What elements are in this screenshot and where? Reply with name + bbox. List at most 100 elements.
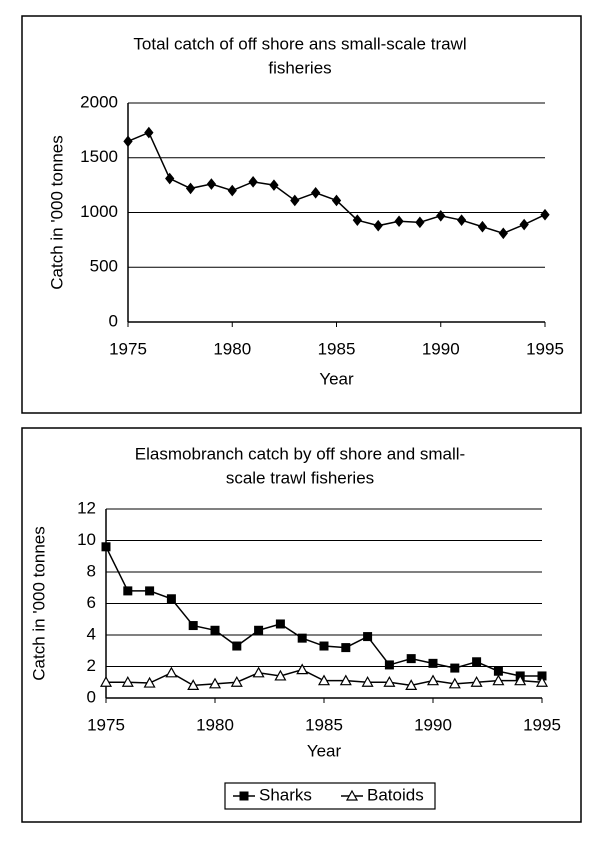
marker <box>341 643 351 653</box>
marker <box>123 586 133 596</box>
marker <box>232 641 242 651</box>
marker <box>472 657 482 667</box>
y-axis-label: Catch in '000 tonnes <box>47 135 66 289</box>
marker <box>274 669 287 681</box>
marker <box>144 126 154 139</box>
marker <box>317 674 331 686</box>
marker <box>319 641 329 651</box>
marker <box>101 542 111 552</box>
marker <box>208 677 222 689</box>
marker <box>470 676 483 687</box>
marker <box>426 674 440 686</box>
marker <box>540 208 550 221</box>
x-tick-label: 1995 <box>526 339 564 358</box>
series-line <box>105 546 542 677</box>
legend-marker <box>345 789 359 801</box>
y-tick-label: 500 <box>90 257 118 276</box>
x-tick-label: 1990 <box>422 339 460 358</box>
legend-box <box>224 782 436 810</box>
y-tick-label: 6 <box>87 593 96 612</box>
panel-frame <box>21 427 582 823</box>
y-tick-label: 1000 <box>80 202 118 221</box>
y-tick-label: 2 <box>87 656 96 675</box>
marker <box>269 179 279 191</box>
marker <box>361 676 374 687</box>
marker <box>254 625 264 635</box>
y-tick-label: 0 <box>109 311 118 330</box>
x-tick-label: 1975 <box>109 339 147 358</box>
y-tick-label: 1500 <box>80 147 118 166</box>
y-tick-label: 2000 <box>80 92 118 111</box>
marker <box>121 676 134 687</box>
marker <box>187 679 200 690</box>
marker <box>252 666 265 678</box>
marker <box>227 184 237 197</box>
marker <box>185 182 196 195</box>
marker <box>384 660 394 670</box>
x-tick-label: 1975 <box>87 715 125 734</box>
marker <box>492 674 505 686</box>
marker <box>145 586 155 596</box>
marker <box>210 625 220 635</box>
x-axis-label: Year <box>307 741 342 760</box>
marker <box>450 663 460 673</box>
marker <box>383 676 396 687</box>
marker <box>493 666 503 676</box>
legend-label: Sharks <box>259 785 312 804</box>
marker <box>394 215 404 228</box>
x-tick-label: 1980 <box>213 339 251 358</box>
chart-title: Total catch of off shore ans small-scale… <box>133 34 466 53</box>
marker <box>165 666 178 678</box>
chart-title: Elasmobranch catch by off shore and smal… <box>135 444 465 463</box>
marker <box>296 663 309 675</box>
marker <box>206 178 217 190</box>
marker <box>373 219 383 232</box>
y-tick-label: 10 <box>77 530 96 549</box>
marker <box>248 176 258 188</box>
marker <box>331 194 342 207</box>
marker <box>415 216 425 229</box>
y-tick-label: 0 <box>87 687 96 706</box>
y-tick-label: 12 <box>77 498 96 517</box>
marker <box>123 135 133 148</box>
marker <box>188 621 198 631</box>
marker <box>230 676 243 687</box>
marker <box>297 633 307 643</box>
marker <box>535 676 549 687</box>
marker <box>99 676 113 687</box>
marker <box>477 220 488 233</box>
marker <box>405 679 418 690</box>
marker <box>290 194 300 207</box>
marker <box>339 674 352 686</box>
x-tick-label: 1995 <box>523 715 561 734</box>
marker <box>448 677 461 689</box>
marker <box>165 172 175 185</box>
x-tick-label: 1985 <box>305 715 343 734</box>
marker <box>143 676 156 688</box>
x-axis-label: Year <box>319 369 354 388</box>
y-axis-label: Catch in '000 tonnes <box>29 526 48 680</box>
marker <box>514 674 527 686</box>
legend-marker <box>239 791 249 801</box>
marker <box>436 209 446 222</box>
chart-title: fisheries <box>268 58 331 77</box>
marker <box>363 632 373 642</box>
y-tick-label: 4 <box>87 624 96 643</box>
marker <box>352 214 362 226</box>
marker <box>166 594 176 604</box>
legend-label: Batoids <box>367 785 424 804</box>
x-tick-label: 1985 <box>318 339 356 358</box>
marker <box>498 227 508 240</box>
x-tick-label: 1990 <box>414 715 452 734</box>
panel-frame <box>21 15 582 414</box>
x-tick-label: 1980 <box>196 715 234 734</box>
chart-title: scale trawl fisheries <box>226 468 374 487</box>
marker <box>311 186 321 199</box>
marker <box>428 658 438 668</box>
y-tick-label: 8 <box>87 561 96 580</box>
marker <box>519 218 529 231</box>
marker <box>456 214 467 226</box>
marker <box>275 619 285 629</box>
